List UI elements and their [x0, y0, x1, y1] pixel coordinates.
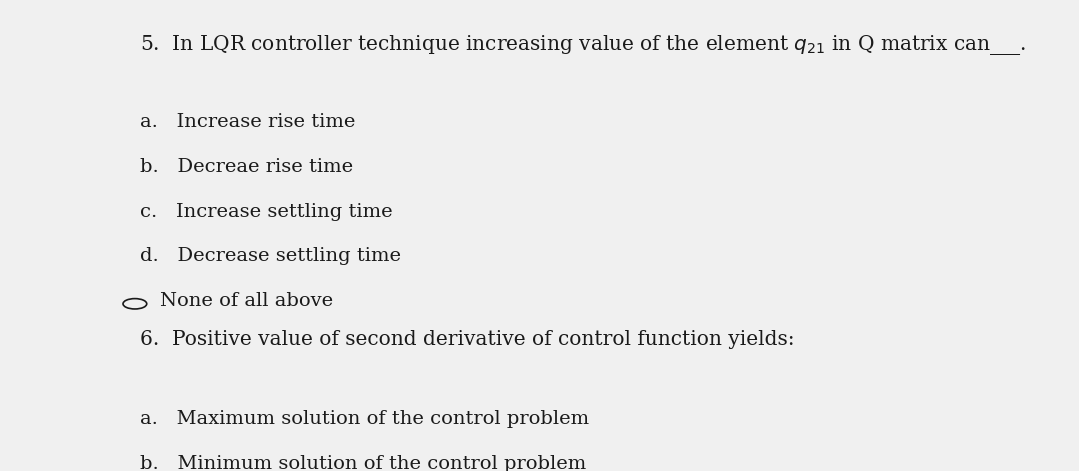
Text: b.   Decreae rise time: b. Decreae rise time [140, 158, 354, 176]
Text: 5.  In LQR controller technique increasing value of the element $q_{21}$ in Q ma: 5. In LQR controller technique increasin… [140, 33, 1026, 57]
Text: d.   Decrease settling time: d. Decrease settling time [140, 247, 401, 265]
Text: a.   Increase rise time: a. Increase rise time [140, 113, 356, 131]
Text: None of all above: None of all above [160, 292, 332, 310]
Text: 6.  Positive value of second derivative of control function yields:: 6. Positive value of second derivative o… [140, 330, 795, 349]
Text: b.   Minimum solution of the control problem: b. Minimum solution of the control probl… [140, 455, 587, 471]
Text: a.   Maximum solution of the control problem: a. Maximum solution of the control probl… [140, 410, 589, 428]
Text: c.   Increase settling time: c. Increase settling time [140, 203, 393, 220]
